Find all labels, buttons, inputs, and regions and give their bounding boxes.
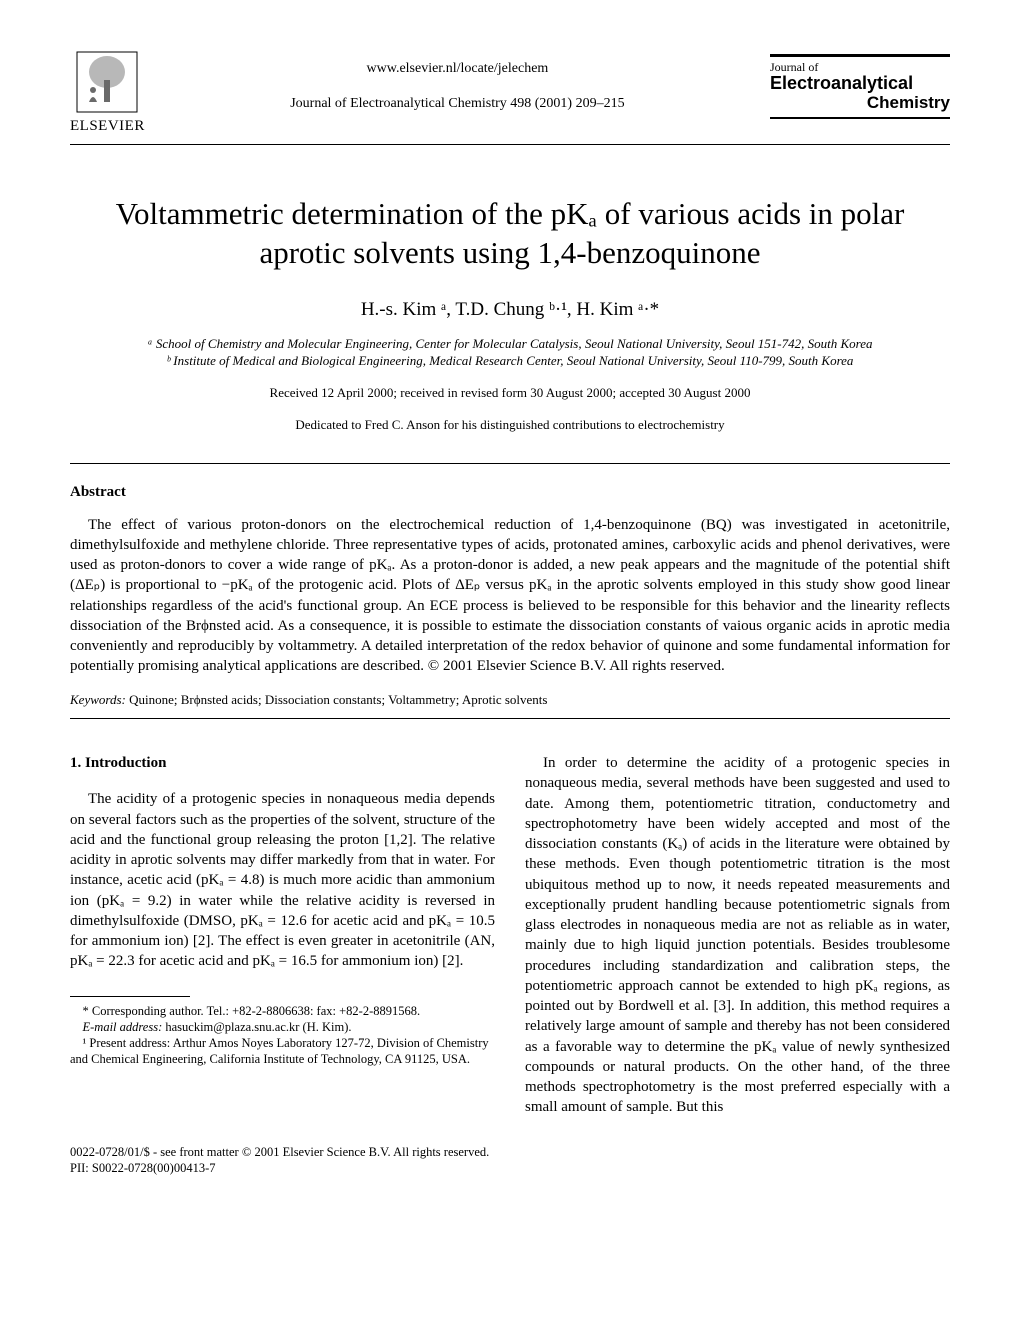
journal-logo: Journal of Electroanalytical Chemistry	[770, 50, 950, 119]
header-rule	[70, 144, 950, 145]
keywords-label: Keywords:	[70, 692, 126, 707]
email-line: E-mail address: hasuckim@plaza.snu.ac.kr…	[70, 1019, 495, 1035]
header-center: www.elsevier.nl/locate/jelechem Journal …	[145, 50, 770, 114]
journal-name-line2: Electroanalytical	[770, 74, 950, 94]
received-dates: Received 12 April 2000; received in revi…	[70, 384, 950, 402]
journal-rule-bottom	[770, 117, 950, 119]
present-address: ¹ Present address: Arthur Amos Noyes Lab…	[70, 1035, 495, 1068]
right-column: In order to determine the acidity of a p…	[525, 753, 950, 1118]
elsevier-tree-icon	[75, 50, 139, 114]
dedication: Dedicated to Fred C. Anson for his disti…	[70, 416, 950, 434]
citation: Journal of Electroanalytical Chemistry 4…	[145, 95, 770, 114]
intro-para-1: The acidity of a protogenic species in n…	[70, 789, 495, 971]
authors: H.-s. Kim ᵃ, T.D. Chung ᵇ·¹, H. Kim ᵃ·*	[70, 297, 950, 323]
abstract-heading: Abstract	[70, 482, 950, 502]
page-header: ELSEVIER www.elsevier.nl/locate/jelechem…	[70, 50, 950, 136]
keywords-line: Keywords: Quinone; Brϕnsted acids; Disso…	[70, 691, 950, 709]
introduction-heading: 1. Introduction	[70, 753, 495, 773]
left-column: 1. Introduction The acidity of a protoge…	[70, 753, 495, 1118]
affiliation-a: ᵃ School of Chemistry and Molecular Engi…	[70, 336, 950, 353]
keywords-text: Quinone; Brϕnsted acids; Dissociation co…	[126, 692, 548, 707]
abstract-top-rule	[70, 463, 950, 464]
corresponding-author: * Corresponding author. Tel.: +82-2-8806…	[70, 1003, 495, 1019]
keywords-rule	[70, 718, 950, 719]
pii-line: PII: S0022-0728(00)00413-7	[70, 1160, 950, 1177]
affiliation-b: ᵇ Institute of Medical and Biological En…	[70, 353, 950, 370]
email-label: E-mail address:	[83, 1020, 163, 1034]
copyright-line: 0022-0728/01/$ - see front matter © 2001…	[70, 1144, 950, 1161]
publisher-logo-block: ELSEVIER	[70, 50, 145, 136]
footnote-rule	[70, 996, 190, 997]
email-address: hasuckim@plaza.snu.ac.kr (H. Kim).	[162, 1020, 351, 1034]
publisher-name: ELSEVIER	[70, 116, 145, 136]
journal-url: www.elsevier.nl/locate/jelechem	[145, 60, 770, 79]
page-footer: 0022-0728/01/$ - see front matter © 2001…	[70, 1144, 950, 1178]
intro-para-2: In order to determine the acidity of a p…	[525, 753, 950, 1118]
footnotes: * Corresponding author. Tel.: +82-2-8806…	[70, 1003, 495, 1068]
journal-rule-top	[770, 54, 950, 57]
article-title: Voltammetric determination of the pKₐ of…	[70, 195, 950, 273]
body-columns: 1. Introduction The acidity of a protoge…	[70, 753, 950, 1118]
abstract-text: The effect of various proton-donors on t…	[70, 515, 950, 677]
journal-name-line3: Chemistry	[770, 94, 950, 113]
